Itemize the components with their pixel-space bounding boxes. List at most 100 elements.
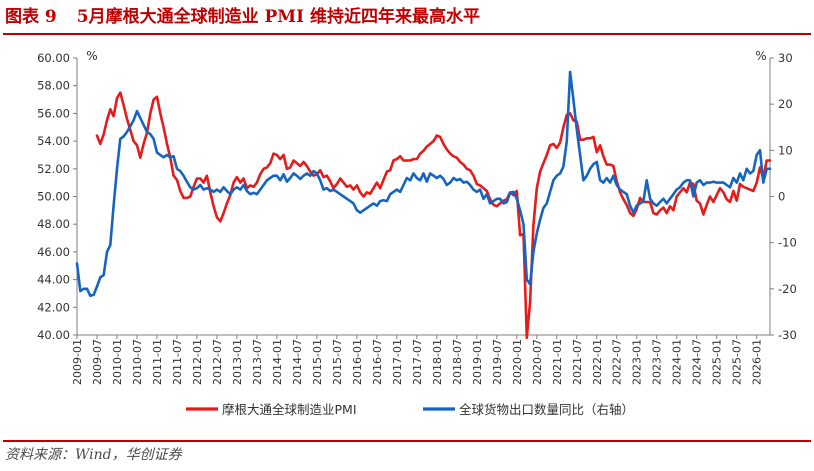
series-1-point — [682, 187, 685, 189]
series-2-point — [632, 212, 635, 214]
series-1-point — [406, 159, 408, 162]
line-chart: 40.00 42.00 44.00 46.00 48.00 50.00 52.00 54.00… — [37, 49, 797, 417]
left-tick-label: 44.00 — [37, 273, 70, 287]
left-tick-label: 60.00 — [37, 51, 70, 65]
series-2-point — [542, 207, 545, 209]
series-2-point — [662, 198, 665, 200]
series-2-point — [119, 138, 121, 140]
x-tick-label: 2020-07 — [531, 339, 544, 385]
series-2-point — [422, 172, 425, 174]
series-2-point — [646, 179, 648, 181]
series-2-point — [426, 181, 428, 183]
series-1-point — [442, 143, 445, 145]
series-1-point — [209, 191, 211, 193]
series-1-point — [556, 147, 558, 149]
series-2-point — [346, 198, 348, 200]
series-2-point — [752, 170, 754, 172]
series-2-point — [372, 202, 375, 204]
series-1-point — [649, 201, 651, 203]
series-2-point — [696, 182, 698, 184]
series-2-point — [166, 154, 168, 156]
series-2-point — [456, 179, 458, 181]
series-1-point — [479, 184, 481, 186]
series-1-point — [696, 200, 698, 202]
series-2-point — [596, 161, 598, 163]
left-tick-label: 48.00 — [37, 217, 70, 231]
series-1-point — [129, 129, 131, 131]
series-1-point — [329, 180, 331, 182]
x-tick-label: 2022-07 — [611, 339, 624, 385]
series-1-point — [293, 159, 295, 162]
x-tick-label: 2018-07 — [451, 339, 464, 385]
x-tick-label: 2012-07 — [211, 339, 224, 385]
series-1-point — [632, 215, 635, 217]
series-1-point — [256, 182, 258, 184]
series-1-point — [249, 184, 251, 186]
series-1-point — [426, 146, 428, 148]
left-tick-label: 46.00 — [37, 245, 70, 259]
x-tick-label: 2021-01 — [551, 339, 564, 385]
series-2-point — [386, 200, 388, 202]
series-2-point — [442, 178, 445, 180]
series-2-point — [592, 163, 595, 165]
series-1-point — [176, 179, 178, 181]
series-2-point — [492, 200, 495, 202]
left-tick-label: 54.00 — [37, 134, 70, 148]
series-2-point — [93, 294, 95, 296]
series-1-point — [652, 212, 655, 214]
series-2-point — [193, 189, 195, 191]
series-1-point — [336, 183, 338, 185]
series-1-point — [516, 190, 518, 192]
series-1-point — [392, 159, 395, 162]
series-1-point — [319, 169, 321, 171]
series-1-point — [226, 202, 228, 204]
series-1-point — [712, 201, 715, 203]
series-1-point — [492, 204, 495, 206]
series-1-point — [446, 148, 448, 150]
series-1-point — [606, 164, 608, 166]
series-1-point — [586, 137, 588, 139]
series-2-point — [559, 172, 561, 174]
series-line-2 — [75, 70, 772, 298]
series-2-point — [392, 191, 395, 193]
series-2-point — [342, 195, 345, 198]
series-1-point — [449, 153, 451, 155]
series-2-point — [532, 251, 535, 253]
series-2-point — [496, 198, 498, 200]
series-1-point — [572, 119, 575, 121]
series-2-point — [213, 191, 215, 193]
series-2-point — [326, 187, 328, 189]
series-2-point — [712, 181, 715, 183]
series-2-point — [739, 172, 741, 174]
series-2-point — [316, 172, 318, 174]
series-1-point — [379, 187, 381, 189]
series-2-point — [692, 195, 695, 198]
series-2-point — [622, 191, 625, 193]
series-2-point — [253, 192, 255, 194]
series-2-point — [759, 149, 761, 151]
series-1-point — [739, 183, 741, 185]
series-1-point — [283, 154, 285, 156]
source-note: 资料来源：Wind，华创证券 — [5, 447, 182, 463]
series-2-point — [539, 219, 541, 221]
series-1-point — [552, 143, 555, 145]
x-tick-label: 2024-01 — [671, 339, 684, 385]
series-line-1 — [95, 91, 772, 340]
series-2-point — [756, 154, 758, 156]
series-2-point — [686, 179, 688, 181]
series-1-point — [263, 168, 265, 170]
series-2-point — [572, 99, 575, 101]
series-1-point — [736, 200, 738, 202]
right-tick-label: -30 — [778, 328, 797, 342]
series-1-point — [109, 108, 111, 110]
series-1-point — [532, 225, 535, 227]
series-1-point — [309, 171, 311, 173]
x-tick-label: 2010-01 — [111, 339, 124, 385]
series-2-point — [469, 184, 471, 186]
series-1-point — [286, 168, 288, 170]
series-1-point — [659, 209, 661, 211]
series-2-point — [509, 192, 511, 194]
x-tick-label: 2022-01 — [591, 339, 604, 385]
series-2-point — [89, 295, 91, 297]
series-2-point — [582, 179, 585, 181]
